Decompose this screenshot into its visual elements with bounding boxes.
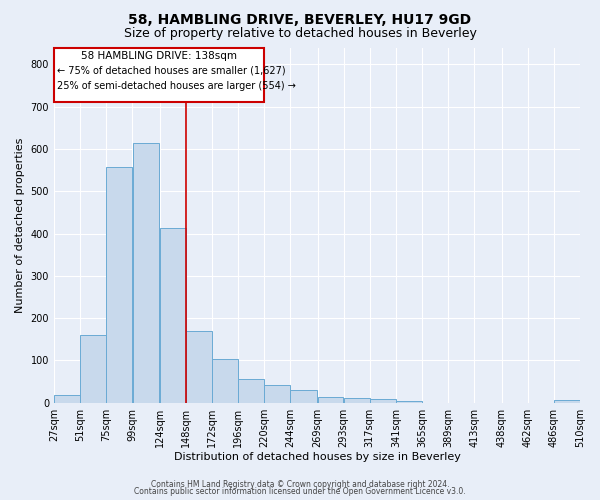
Bar (396, 400, 422, 402)
Bar (160, 228, 185, 402)
Y-axis label: Number of detached properties: Number of detached properties (15, 138, 25, 313)
Bar (317, 397, 343, 402)
Text: 58 HAMBLING DRIVE: 138sqm: 58 HAMBLING DRIVE: 138sqm (81, 50, 237, 60)
Text: 25% of semi-detached houses are larger (554) →: 25% of semi-detached houses are larger (… (57, 81, 296, 91)
Bar (212, 359, 238, 403)
Bar (290, 390, 317, 402)
Bar (370, 400, 396, 402)
Bar (54, 395, 80, 402)
Bar (80, 335, 106, 402)
Text: Contains HM Land Registry data © Crown copyright and database right 2024.: Contains HM Land Registry data © Crown c… (151, 480, 449, 489)
Bar (54, 48, 264, 102)
Bar (106, 166, 132, 402)
Bar (554, 400, 580, 402)
Text: Size of property relative to detached houses in Beverley: Size of property relative to detached ho… (124, 28, 476, 40)
X-axis label: Distribution of detached houses by size in Beverley: Distribution of detached houses by size … (173, 452, 460, 462)
Bar (344, 398, 370, 402)
Bar (133, 142, 160, 402)
Text: ← 75% of detached houses are smaller (1,627): ← 75% of detached houses are smaller (1,… (57, 66, 286, 76)
Bar (264, 385, 290, 402)
Bar (186, 331, 212, 402)
Text: 58, HAMBLING DRIVE, BEVERLEY, HU17 9GD: 58, HAMBLING DRIVE, BEVERLEY, HU17 9GD (128, 12, 472, 26)
Text: Contains public sector information licensed under the Open Government Licence v3: Contains public sector information licen… (134, 488, 466, 496)
Bar (238, 378, 264, 402)
